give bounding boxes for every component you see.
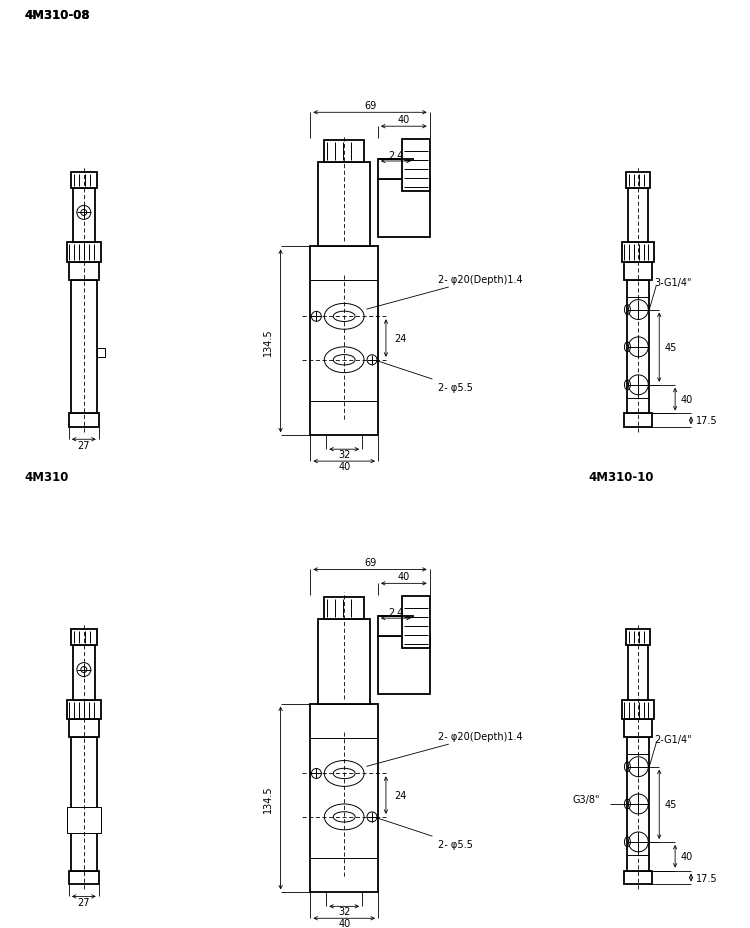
Text: 4M310: 4M310 — [24, 470, 68, 483]
Bar — [71, 173, 97, 188]
Bar — [378, 160, 414, 180]
Text: 24: 24 — [394, 334, 406, 343]
Bar — [625, 870, 652, 884]
Bar — [402, 140, 430, 191]
Bar — [402, 597, 430, 649]
Bar — [318, 162, 370, 247]
Bar — [324, 598, 364, 620]
Bar — [71, 281, 97, 414]
Text: 2.4: 2.4 — [388, 151, 404, 161]
Bar — [628, 738, 650, 870]
Text: 2- φ20(Depth)1.4: 2- φ20(Depth)1.4 — [367, 275, 522, 310]
Text: 27: 27 — [77, 897, 90, 908]
Bar — [626, 629, 650, 645]
Bar — [69, 263, 99, 281]
Bar — [67, 807, 100, 833]
Text: 40: 40 — [338, 918, 350, 928]
Text: 40: 40 — [680, 851, 692, 861]
Bar — [71, 738, 97, 870]
Bar — [378, 637, 430, 694]
Text: 45: 45 — [664, 799, 676, 809]
Bar — [626, 173, 650, 188]
Bar — [318, 620, 370, 703]
Text: 17.5: 17.5 — [696, 872, 718, 883]
Text: 4M310-08: 4M310-08 — [24, 9, 90, 22]
Text: 134.5: 134.5 — [262, 784, 273, 812]
Text: 4M310-10: 4M310-10 — [589, 470, 654, 483]
Bar — [310, 703, 378, 893]
Bar — [324, 141, 364, 162]
Bar — [625, 414, 652, 428]
Text: 2.4: 2.4 — [388, 608, 404, 617]
Bar — [628, 188, 648, 243]
Bar — [69, 720, 99, 738]
Text: 2-G1/4": 2-G1/4" — [654, 734, 692, 744]
Text: 3-G1/4": 3-G1/4" — [654, 277, 692, 288]
Bar — [69, 414, 99, 428]
Text: 2- φ5.5: 2- φ5.5 — [376, 361, 472, 393]
Bar — [625, 720, 652, 738]
Text: 4M310-08: 4M310-08 — [24, 9, 90, 22]
Text: 45: 45 — [664, 342, 676, 353]
Text: 32: 32 — [338, 450, 350, 459]
Text: 32: 32 — [338, 907, 350, 916]
Text: 40: 40 — [680, 394, 692, 405]
Text: 17.5: 17.5 — [696, 416, 718, 426]
Bar — [625, 263, 652, 281]
Bar — [67, 243, 100, 263]
Bar — [310, 247, 378, 436]
Text: 40: 40 — [338, 461, 350, 471]
Bar — [73, 645, 94, 700]
Text: 2- φ20(Depth)1.4: 2- φ20(Depth)1.4 — [367, 731, 522, 767]
Bar — [628, 645, 648, 700]
Bar — [73, 188, 94, 243]
Bar — [628, 281, 650, 414]
Bar — [622, 700, 654, 720]
Text: 2- φ5.5: 2- φ5.5 — [376, 818, 472, 849]
Bar — [378, 616, 414, 637]
Text: 69: 69 — [364, 558, 376, 568]
Bar — [71, 629, 97, 645]
Bar — [622, 243, 654, 263]
Text: 27: 27 — [77, 441, 90, 451]
Bar — [67, 700, 100, 720]
Text: 134.5: 134.5 — [262, 328, 273, 355]
Bar — [97, 348, 105, 358]
Bar — [378, 180, 430, 238]
Text: 24: 24 — [394, 791, 406, 800]
Text: 40: 40 — [398, 572, 410, 582]
Text: 40: 40 — [398, 115, 410, 125]
Bar — [69, 870, 99, 884]
Text: 69: 69 — [364, 101, 376, 111]
Text: G3/8": G3/8" — [573, 794, 600, 805]
